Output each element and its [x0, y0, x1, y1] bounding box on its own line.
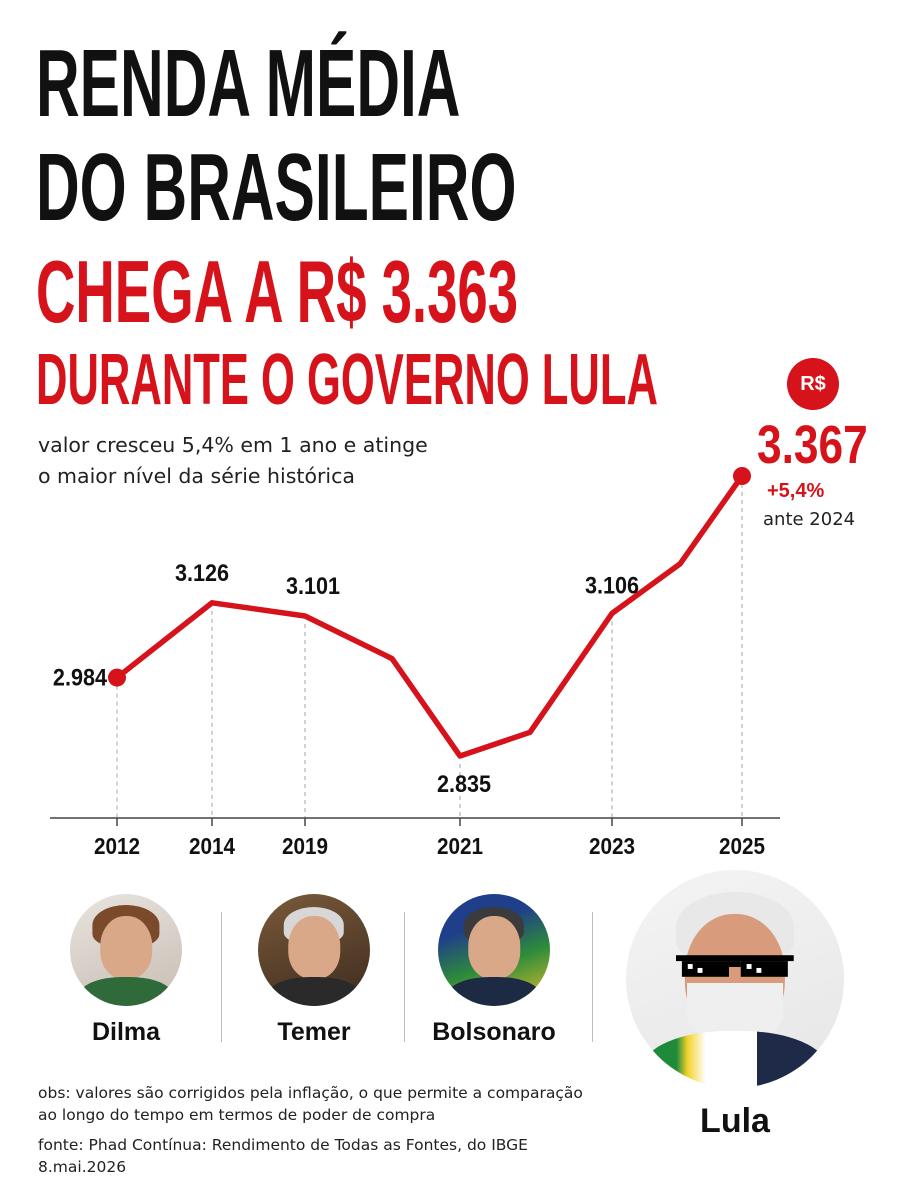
- x-tick-label-2025: 2025: [719, 833, 765, 859]
- currency-badge: R$: [787, 358, 839, 410]
- data-point-2025: [733, 467, 751, 485]
- series-line: [114, 473, 745, 759]
- obs-line-1: obs: valores são corrigidos pela inflaçã…: [38, 1084, 583, 1102]
- x-tick-label-2012: 2012: [94, 833, 140, 859]
- data-point-2012: [108, 668, 126, 687]
- obs-line-2: ao longo do tempo em termos de poder de …: [38, 1106, 436, 1124]
- growth-comparison: ante 2024: [763, 509, 856, 530]
- subtitle: valor cresceu 5,4% em 1 ano e atinge o m…: [38, 430, 428, 492]
- bolsonaro-portrait-icon: [438, 894, 550, 1006]
- x-tick-label-2014: 2014: [189, 833, 236, 859]
- divider: [221, 912, 222, 1042]
- income-line-chart: 2012 2014 2019 2021 2023 2025 2.984 3.126 3.101 2…: [50, 467, 780, 859]
- latest-value: 3.367: [757, 415, 868, 475]
- divider: [404, 912, 405, 1042]
- source-date: 8.mai.2026: [38, 1158, 127, 1176]
- divider: [592, 912, 593, 1042]
- x-tick-label-2019: 2019: [282, 833, 328, 859]
- headline-line-3: CHEGA A R$ 3.363: [36, 242, 519, 341]
- obs-note: obs: valores são corrigidos pela inflaçã…: [38, 1082, 583, 1126]
- data-label-2019: 3.101: [286, 572, 340, 599]
- person-name-lula: Lula: [700, 1102, 770, 1140]
- person-name-bolsonaro: Bolsonaro: [432, 1018, 556, 1046]
- person-lula: Lula: [620, 870, 850, 1141]
- subtitle-line-1: valor cresceu 5,4% em 1 ano e atinge: [38, 433, 428, 457]
- dilma-portrait-icon: [70, 894, 182, 1006]
- data-label-2012: 2.984: [53, 664, 107, 691]
- person-temer: Temer: [252, 894, 376, 1047]
- person-name-temer: Temer: [277, 1018, 351, 1046]
- subtitle-line-2: o maior nível da série histórica: [38, 464, 355, 488]
- data-label-2023: 3.106: [585, 571, 639, 598]
- x-tick-label-2021: 2021: [437, 833, 483, 859]
- data-label-2021: 2.835: [437, 770, 491, 797]
- person-bolsonaro: Bolsonaro: [424, 894, 564, 1047]
- pixel-sunglasses-icon: [676, 955, 794, 977]
- x-tick-label-2023: 2023: [589, 833, 635, 859]
- headline-line-4: DURANTE O GOVERNO LULA: [36, 340, 658, 420]
- person-name-dilma: Dilma: [91, 1018, 161, 1046]
- lula-portrait-icon: [626, 870, 844, 1088]
- data-label-2014: 3.126: [175, 559, 229, 586]
- temer-portrait-icon: [258, 894, 370, 1006]
- growth-rate: +5,4%: [767, 480, 825, 502]
- person-dilma: Dilma: [64, 894, 188, 1047]
- source-note: fonte: Phad Contínua: Rendimento de Toda…: [38, 1134, 528, 1178]
- headline-line-2: DO BRASILEIRO: [36, 134, 517, 241]
- headline-line-1: RENDA MÉDIA: [36, 30, 461, 137]
- source-line: fonte: Phad Contínua: Rendimento de Toda…: [38, 1136, 528, 1154]
